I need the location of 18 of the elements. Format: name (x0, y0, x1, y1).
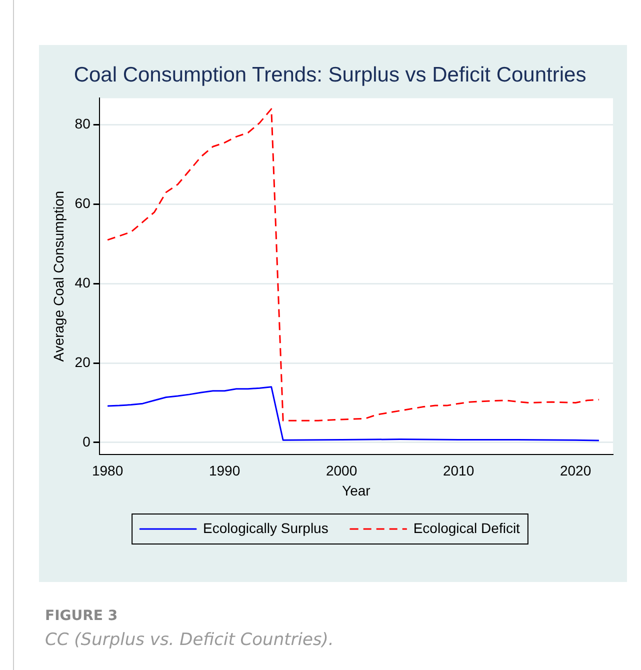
y-tick-label: 80 (74, 116, 91, 132)
y-tick-label: 60 (74, 195, 91, 212)
x-axis-title: Year (342, 482, 371, 498)
legend-label: Ecologically Surplus (203, 520, 328, 536)
y-axis-title: Average Coal Consumption (50, 190, 66, 362)
y-tick-label: 0 (82, 433, 91, 450)
y-tick-label: 20 (74, 354, 91, 370)
x-tick-label: 1990 (208, 462, 240, 479)
line-series (106, 108, 600, 422)
text: CC (Surplus vs. Deficit Countries). (45, 630, 334, 650)
chart-title: Coal Consumption Trends: Surplus vs Deficit Countries (74, 63, 586, 86)
y-tick-label: 40 (74, 274, 91, 291)
caption: FIGURE 3 (45, 608, 118, 624)
x-tick-label: 2020 (560, 462, 592, 479)
x-tick-label: 2010 (442, 462, 474, 479)
legend-label: Ecological Deficit (413, 520, 520, 536)
x-tick-label: 2000 (326, 462, 358, 479)
x-tick-label: 1980 (92, 462, 124, 479)
